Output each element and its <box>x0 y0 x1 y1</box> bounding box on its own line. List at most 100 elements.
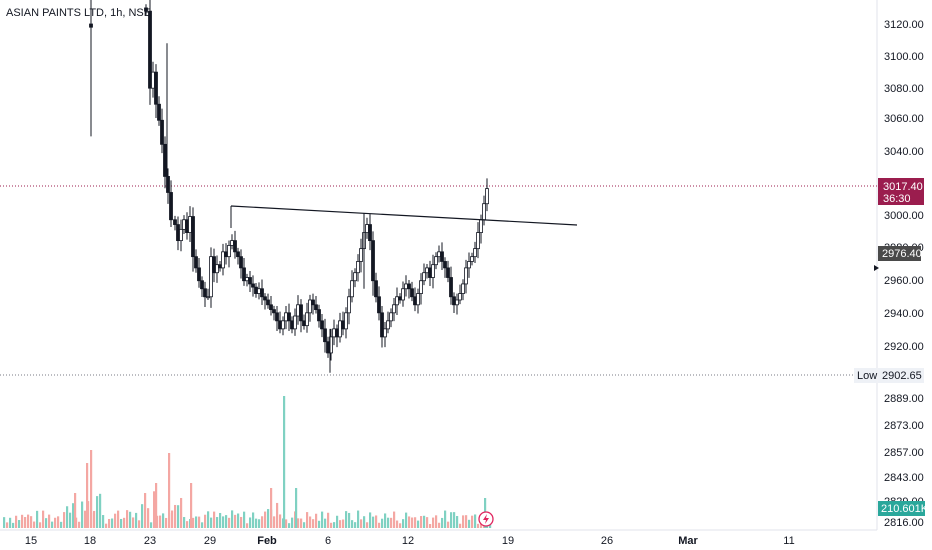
alert-lightning-icon[interactable] <box>478 511 494 527</box>
volume-bar <box>477 523 480 528</box>
candle-body <box>293 315 297 330</box>
volume-bar <box>450 512 453 528</box>
volume-tag <box>878 501 925 516</box>
volume-bar <box>468 519 471 528</box>
candle-body <box>212 256 216 274</box>
candle-body <box>398 296 402 301</box>
volume-bar <box>231 510 234 528</box>
candle-body <box>200 280 204 290</box>
volume-bar <box>174 504 177 528</box>
volume-bar <box>183 517 186 528</box>
candle-body <box>239 256 243 269</box>
candle-body <box>392 304 396 314</box>
volume-bar <box>318 520 321 528</box>
volume-bar <box>378 522 381 528</box>
price-tick-label: 3100.00 <box>884 51 924 63</box>
volume-bar <box>327 512 330 528</box>
volume-bars <box>3 396 492 528</box>
volume-bar <box>207 511 210 528</box>
candle-body <box>431 264 435 278</box>
candle-body <box>404 283 408 290</box>
volume-bar <box>240 516 243 528</box>
time-tick-label: 23 <box>144 535 156 547</box>
volume-bar <box>63 512 66 528</box>
candle-body <box>287 312 291 322</box>
candle-body <box>437 251 441 258</box>
candle-body <box>323 328 327 343</box>
volume-bar <box>357 510 360 528</box>
candle-body <box>383 328 387 338</box>
candle-body <box>245 277 249 282</box>
candle-body <box>209 256 213 298</box>
volume-bar <box>81 501 84 528</box>
candle-body <box>446 267 450 278</box>
volume-bar <box>270 488 273 528</box>
candle-body <box>341 320 345 330</box>
time-tick-label: 18 <box>84 535 96 547</box>
volume-bar <box>441 517 444 528</box>
candle-body <box>449 277 453 298</box>
volume-bar <box>45 518 48 528</box>
symbol-title[interactable]: ASIAN PAINTS LTD, 1h, NSE <box>6 7 151 19</box>
volume-value: 210.601K <box>881 503 929 515</box>
candle-body <box>173 219 177 225</box>
candle-body <box>377 296 381 314</box>
candle-body <box>386 320 390 330</box>
volume-bar <box>132 517 135 528</box>
volume-bar <box>471 515 474 528</box>
volume-bar <box>21 514 24 528</box>
candle-body <box>440 251 444 262</box>
volume-bar <box>429 523 432 528</box>
volume-bar <box>162 513 165 528</box>
volume-bar <box>285 519 288 528</box>
volume-bar <box>366 522 369 528</box>
volume-bar <box>354 522 357 528</box>
bar-countdown: 36:30 <box>883 193 911 205</box>
volume-bar <box>288 523 291 528</box>
volume-bar <box>228 517 231 528</box>
volume-bar <box>252 512 255 528</box>
volume-bar <box>165 517 168 528</box>
candle-body <box>461 283 465 294</box>
candle-body <box>230 240 234 246</box>
volume-bar <box>363 516 366 528</box>
candle-body <box>251 283 255 288</box>
volume-bar <box>258 519 261 528</box>
volume-bar <box>342 519 345 528</box>
volume-bar <box>54 517 57 528</box>
candle-body <box>344 312 348 330</box>
volume-bar <box>147 508 150 528</box>
last-close-value: 2976.40 <box>882 248 922 260</box>
candle-body <box>350 280 354 298</box>
candlesticks <box>89 0 489 373</box>
volume-tick-label: 2843.00 <box>884 472 924 484</box>
volume-bar <box>96 496 99 528</box>
candle-body <box>257 288 261 294</box>
volume-bar <box>348 512 351 528</box>
trendline[interactable] <box>230 205 578 226</box>
price-scale-arrow-icon[interactable] <box>874 265 879 271</box>
volume-bar <box>42 510 45 528</box>
candle-body <box>148 10 152 89</box>
time-axis[interactable]: 15 18 23 29 Feb 6 12 19 26 Mar 11 <box>25 535 795 547</box>
volume-tick-label: 2816.00 <box>884 517 924 529</box>
volume-bar <box>459 523 462 528</box>
candle-body <box>89 23 93 28</box>
candle-body <box>347 296 351 314</box>
volume-bar <box>243 511 246 528</box>
volume-bar <box>39 522 42 528</box>
volume-bar <box>456 516 459 528</box>
price-tick-label: 2960.00 <box>884 275 924 287</box>
time-tick-label: Mar <box>678 535 698 547</box>
volume-bar <box>120 518 123 528</box>
volume-bar <box>222 516 225 528</box>
volume-bar <box>295 488 298 528</box>
volume-bar <box>360 519 363 528</box>
candle-body <box>254 286 258 294</box>
low-label: Low <box>857 370 877 382</box>
candle-body <box>338 320 342 338</box>
volume-bar <box>453 512 456 528</box>
volume-bar <box>420 516 423 528</box>
